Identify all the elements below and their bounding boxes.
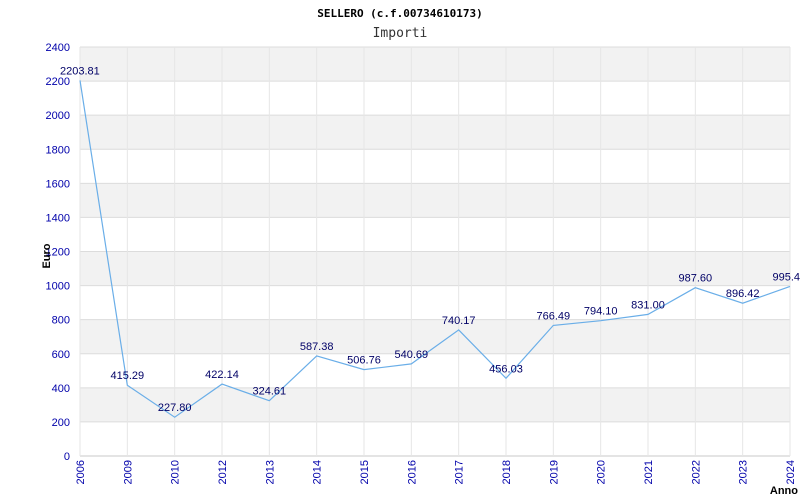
y-axis-label: Euro [41, 243, 53, 268]
data-point [362, 367, 367, 372]
data-label: 506.76 [347, 355, 381, 367]
data-label: 456.03 [489, 363, 523, 375]
y-tick-label: 2400 [46, 42, 70, 54]
x-tick-label: 2012 [217, 460, 229, 484]
data-point [551, 323, 556, 328]
data-point [78, 78, 83, 83]
x-tick-label: 2021 [643, 460, 655, 484]
x-tick-label: 2022 [690, 460, 702, 484]
data-point [504, 376, 509, 381]
y-tick-label: 1000 [46, 281, 70, 293]
data-point [314, 353, 319, 358]
data-point [740, 301, 745, 306]
y-tick-label: 1800 [46, 144, 70, 156]
y-tick-label: 400 [52, 383, 70, 395]
data-label: 422.14 [205, 369, 239, 381]
data-label: 324.61 [253, 386, 287, 398]
data-label: 2203.81 [60, 65, 100, 77]
grid-band [80, 319, 790, 354]
y-tick-label: 1200 [46, 247, 70, 259]
series-line [79, 80, 791, 418]
data-label: 540.69 [395, 349, 429, 361]
data-point [456, 327, 461, 332]
data-label: 415.29 [111, 370, 145, 382]
x-tick-label: 2016 [406, 460, 418, 484]
data-point [646, 312, 651, 317]
grid-band [80, 47, 790, 82]
x-tick-label: 2015 [359, 460, 371, 484]
data-point [788, 284, 793, 289]
chart-title: SELLERO (c.f.00734610173) [317, 7, 483, 20]
x-tick-label: 2024 [785, 460, 797, 484]
data-label: 794.10 [584, 306, 618, 318]
y-tick-label: 200 [52, 417, 70, 429]
x-axis-ticks: 2006 2009 2010 2012 2013 2014 2015 2016 2017 2018… [75, 460, 797, 484]
x-tick-label: 2023 [738, 460, 750, 484]
data-label: 740.17 [442, 315, 476, 327]
background-bands [80, 47, 790, 422]
y-tick-label: 1600 [46, 178, 70, 190]
y-tick-label: 2200 [46, 76, 70, 88]
data-point [267, 398, 272, 403]
y-tick-label: 2000 [46, 110, 70, 122]
y-tick-label: 0 [64, 451, 70, 463]
x-tick-label: 2020 [596, 460, 608, 484]
x-tick-label: 2014 [312, 460, 324, 484]
data-point [598, 318, 603, 323]
data-point [172, 415, 177, 420]
y-tick-label: 800 [52, 315, 70, 327]
series-importi [78, 78, 793, 420]
data-label: 987.60 [679, 273, 713, 285]
grid-band [80, 115, 790, 150]
x-tick-label: 2018 [501, 460, 513, 484]
data-label: 831.00 [631, 299, 665, 311]
x-tick-label: 2010 [170, 460, 182, 484]
data-point [125, 383, 130, 388]
grid-band [80, 387, 790, 422]
data-label: 587.38 [300, 341, 334, 353]
data-point [409, 361, 414, 366]
grid-band [80, 183, 790, 218]
gridlines [79, 46, 791, 457]
y-tick-label: 1400 [46, 212, 70, 224]
grid-band [80, 251, 790, 286]
x-tick-label: 2013 [264, 460, 276, 484]
data-label: 896.42 [726, 288, 760, 300]
data-label: 227.80 [158, 402, 192, 414]
data-labels: 2203.81 415.29 227.80 422.14 324.61 587.38 506… [60, 65, 800, 414]
x-tick-label: 2019 [548, 460, 560, 484]
y-axis-ticks: 0 200 400 600 800 1000 1200 1400 1600 1800 2000 220… [46, 42, 70, 463]
x-tick-label: 2009 [122, 460, 134, 484]
x-axis-label: Anno [770, 485, 798, 497]
x-tick-label: 2017 [454, 460, 466, 484]
chart-subtitle: Importi [373, 26, 428, 41]
data-point [693, 285, 698, 290]
x-tick-label: 2006 [75, 460, 87, 484]
data-label: 766.49 [537, 310, 571, 322]
data-label: 995.4 [772, 271, 800, 283]
data-point [220, 382, 225, 387]
y-tick-label: 600 [52, 349, 70, 361]
